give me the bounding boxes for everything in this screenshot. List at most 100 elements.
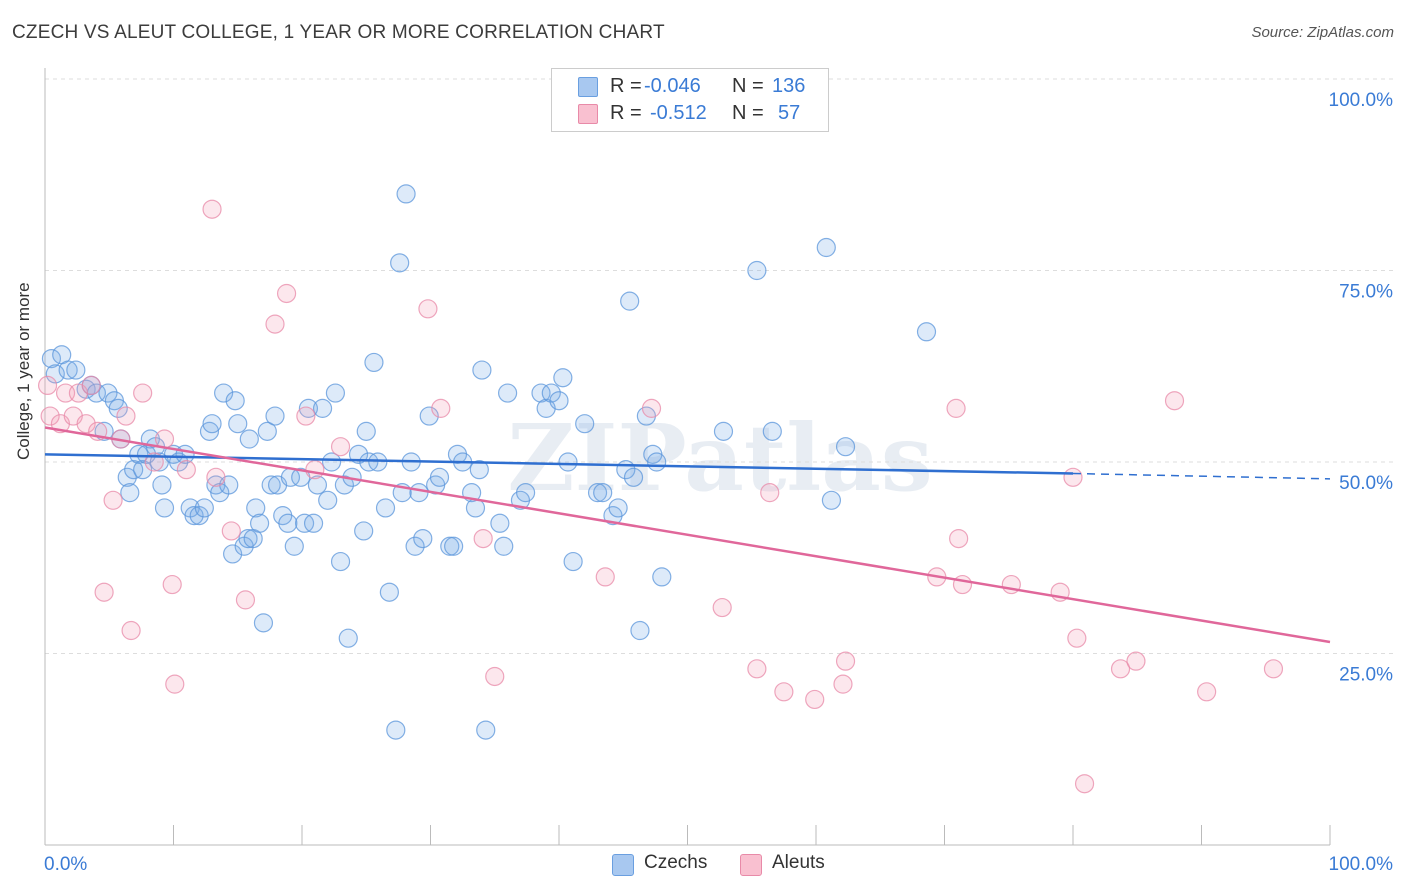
czech-point: [490, 513, 510, 533]
czech-point: [821, 490, 842, 510]
aleut-point: [265, 314, 285, 334]
bottom-legend-swatch-czechs: [612, 854, 634, 876]
czech-point: [348, 444, 369, 464]
czech-point: [253, 613, 274, 633]
czech-point: [238, 528, 258, 549]
czech-point: [318, 490, 338, 510]
aleut-point: [103, 490, 123, 510]
aleut-point: [760, 483, 780, 503]
source-label: Source: ZipAtlas.com: [1251, 24, 1394, 41]
aleut-point: [473, 528, 493, 549]
czech-point: [396, 184, 416, 204]
legend-r-label: R =: [610, 75, 642, 97]
legend-swatch-aleuts: [578, 104, 598, 124]
aleut-point: [595, 567, 615, 587]
czech-point: [593, 483, 613, 503]
aleut-point: [1067, 628, 1087, 648]
aleut-point: [1164, 391, 1185, 411]
aleut-point: [485, 666, 505, 687]
aleut-point: [805, 689, 825, 710]
aleut-point: [37, 375, 58, 395]
czech-point: [630, 620, 650, 641]
czech-point: [835, 437, 856, 457]
czech-point: [713, 421, 734, 441]
czech-point: [265, 406, 285, 426]
czech-point: [41, 348, 62, 369]
aleut-point: [276, 283, 297, 304]
chart-title: CZECH VS ALEUT COLLEGE, 1 YEAR OR MORE C…: [12, 22, 665, 43]
czech-point: [620, 291, 640, 311]
aleut-point: [431, 398, 451, 418]
czech-point: [419, 406, 439, 426]
czech-point: [916, 322, 937, 342]
czech-point: [558, 452, 578, 472]
x-tick-label-min: 0.0%: [44, 854, 87, 875]
czech-point: [816, 237, 836, 258]
aleut-point: [747, 659, 767, 679]
czech-point: [321, 452, 342, 472]
aleut-point: [162, 574, 182, 595]
czech-point: [184, 506, 204, 526]
czech-point: [330, 551, 351, 572]
czech-point: [354, 521, 374, 541]
aleut-point: [949, 528, 969, 549]
aleut-point: [835, 651, 856, 671]
czech-point: [608, 498, 628, 518]
czech-point: [246, 498, 266, 518]
czech-point: [549, 391, 569, 411]
czech-point: [199, 421, 220, 441]
bottom-legend-label-czechs: Czechs: [644, 852, 708, 873]
aleut-point: [946, 398, 966, 418]
czech-point: [747, 260, 767, 281]
czech-point: [98, 383, 118, 403]
czech-point: [154, 498, 175, 518]
czech-point: [390, 253, 410, 273]
czech-point: [356, 421, 376, 441]
czech-point: [239, 429, 259, 449]
czech-point: [284, 536, 304, 556]
czech-point: [623, 467, 644, 487]
czech-point: [563, 551, 583, 572]
legend-n-label: N =: [732, 75, 764, 97]
czech-point: [334, 475, 355, 495]
czech-point: [429, 467, 450, 487]
aleut-point: [418, 299, 438, 319]
czech-point: [133, 460, 153, 480]
czech-point: [405, 536, 425, 556]
czech-point: [108, 398, 128, 418]
czech-point: [298, 398, 319, 418]
aleut-point: [305, 460, 325, 480]
czech-point: [129, 444, 149, 464]
aleut-point: [94, 582, 114, 602]
czech-point: [325, 383, 346, 403]
czech-point: [476, 720, 496, 740]
bottom-legend-swatch-aleuts: [740, 854, 762, 876]
czech-point: [225, 391, 245, 411]
aleut-point: [833, 674, 853, 694]
aleut-point: [1263, 659, 1284, 679]
czech-point: [444, 536, 464, 556]
czech-point: [375, 498, 396, 518]
aleut-point: [712, 597, 732, 618]
aleut-point: [1110, 659, 1131, 679]
aleut-point: [176, 460, 196, 480]
czech-point: [228, 414, 248, 434]
czech-point: [409, 483, 429, 503]
czech-point: [117, 467, 137, 487]
czech-point: [223, 544, 243, 564]
aleut-point: [1197, 682, 1217, 702]
czech-point: [762, 421, 782, 441]
aleut-point: [121, 620, 141, 641]
czech-point: [45, 364, 65, 384]
aleut-point: [1126, 651, 1146, 671]
legend-r-label: R =: [610, 102, 642, 124]
czech-point: [338, 628, 358, 648]
czech-point: [587, 483, 608, 503]
czech-point: [379, 582, 399, 602]
legend-n-label: N =: [732, 102, 764, 124]
czech-point: [494, 536, 514, 556]
czech-point: [647, 452, 667, 472]
czech-point: [278, 513, 298, 533]
y-tick-label: 25.0%: [1339, 665, 1393, 686]
